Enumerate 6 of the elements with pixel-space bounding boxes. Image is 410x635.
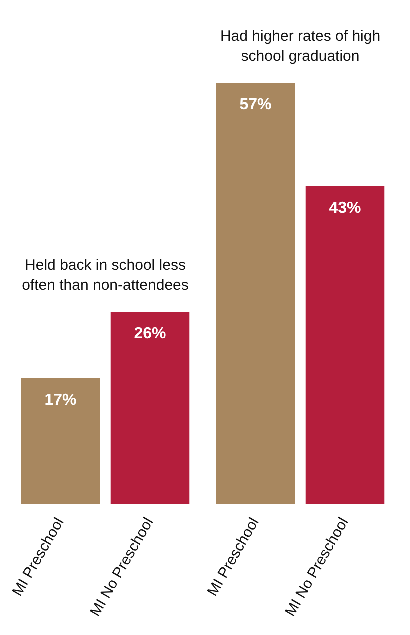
chart-title: Had higher rates of high school graduation — [220, 28, 381, 65]
chart-title: Held back in school less often than non-attendees — [22, 256, 189, 294]
data-label: 57% — [240, 96, 272, 114]
data-label: 26% — [134, 325, 166, 342]
data-label: 17% — [44, 392, 77, 409]
data-label: 43% — [329, 200, 362, 217]
